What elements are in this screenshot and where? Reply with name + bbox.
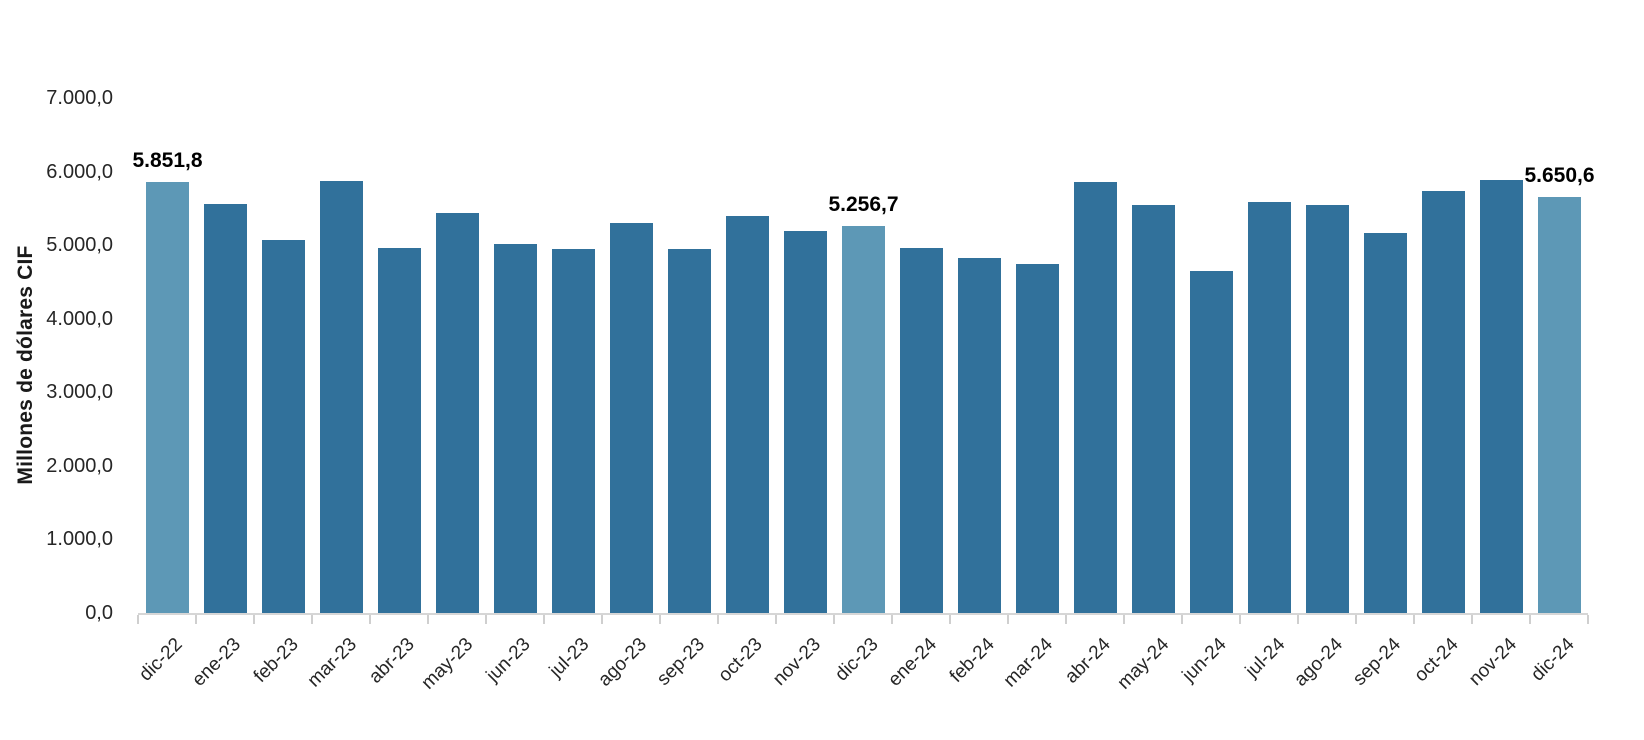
bar <box>900 248 943 613</box>
bar-data-label: 5.256,7 <box>828 193 899 216</box>
bar <box>1248 202 1291 613</box>
bar <box>668 249 711 613</box>
bar <box>262 240 305 613</box>
x-axis-tick-mark <box>427 615 429 624</box>
bar <box>1132 205 1175 613</box>
y-axis-tick-label: 4.000,0 <box>46 307 113 330</box>
x-axis-tick-mark <box>659 615 661 624</box>
x-axis-tick-mark <box>253 615 255 624</box>
x-axis-tick-mark <box>1007 615 1009 624</box>
x-axis-category-label: may-23 <box>417 634 477 694</box>
bar <box>842 226 885 613</box>
x-axis-category-label: mar-24 <box>999 634 1057 692</box>
x-axis-category-label: mar-23 <box>303 634 361 692</box>
x-axis-tick-mark <box>1239 615 1241 624</box>
y-axis-tick-label: 2.000,0 <box>46 454 113 477</box>
bar <box>1480 180 1523 613</box>
x-axis-tick-mark <box>833 615 835 624</box>
y-axis-tick-label: 3.000,0 <box>46 381 113 404</box>
y-axis-tick-label: 0,0 <box>85 602 113 624</box>
x-axis-tick-mark <box>1065 615 1067 624</box>
x-axis-category-label: may-24 <box>1113 634 1173 694</box>
x-axis-tick-mark <box>137 615 139 624</box>
x-axis-category-label: jul-23 <box>545 634 593 682</box>
x-axis-tick-mark <box>891 615 893 624</box>
x-axis-category-label: ago-24 <box>1290 634 1347 691</box>
x-axis-tick-mark <box>1587 615 1589 624</box>
x-axis-tick-mark <box>485 615 487 624</box>
x-axis-tick-mark <box>1181 615 1183 624</box>
x-axis-category-label: sep-23 <box>652 634 709 690</box>
x-axis-category-label: jun-23 <box>482 634 535 687</box>
x-axis-tick-mark <box>1297 615 1299 624</box>
x-axis-category-label: nov-23 <box>768 634 825 690</box>
bar-data-label: 5.851,8 <box>132 149 203 172</box>
bar <box>610 223 653 613</box>
x-axis-category-label: jul-24 <box>1241 634 1289 682</box>
bar <box>378 248 421 613</box>
x-axis-category-label: dic-22 <box>135 634 187 686</box>
x-axis-category-label: oct-24 <box>1410 634 1463 687</box>
bar <box>1538 197 1581 613</box>
x-axis-category-label: nov-24 <box>1464 634 1521 690</box>
x-axis-category-label: feb-23 <box>249 634 303 687</box>
bar <box>1016 264 1059 613</box>
y-axis-tick-label: 6.000,0 <box>46 160 113 183</box>
bar <box>436 213 479 613</box>
x-axis-tick-mark <box>1471 615 1473 624</box>
bar <box>552 249 595 613</box>
bar <box>1074 182 1117 613</box>
bar <box>726 216 769 613</box>
x-axis-tick-mark <box>543 615 545 624</box>
bar <box>204 204 247 613</box>
x-axis-category-label: ene-24 <box>884 634 941 691</box>
x-axis-tick-mark <box>601 615 603 624</box>
x-axis-category-label: sep-24 <box>1348 634 1405 690</box>
x-axis-category-label: dic-24 <box>1527 634 1579 686</box>
bar <box>1364 233 1407 613</box>
bar <box>320 181 363 613</box>
y-axis-tick-label: 7.000,0 <box>46 87 113 109</box>
x-axis-tick-mark <box>775 615 777 624</box>
bar <box>784 231 827 613</box>
x-axis-category-label: abr-23 <box>365 634 419 688</box>
x-axis-category-label: dic-23 <box>831 634 883 686</box>
x-axis-tick-mark <box>1413 615 1415 624</box>
x-axis-tick-mark <box>949 615 951 624</box>
x-axis-tick-mark <box>717 615 719 624</box>
bar-data-label: 5.650,6 <box>1524 164 1595 187</box>
x-axis-category-label: abr-24 <box>1061 634 1115 688</box>
y-axis-tick-label: 5.000,0 <box>46 234 113 257</box>
x-axis-tick-mark <box>369 615 371 624</box>
x-axis-category-label: ago-23 <box>594 634 651 691</box>
x-axis-tick-mark <box>1123 615 1125 624</box>
bar <box>1422 191 1465 613</box>
bar <box>958 258 1001 613</box>
y-axis-title: Millones de dólares CIF <box>14 245 37 485</box>
x-axis-category-label: oct-23 <box>714 634 767 687</box>
bar <box>494 244 537 613</box>
bar <box>146 182 189 613</box>
x-axis-tick-mark <box>1355 615 1357 624</box>
x-axis-category-label: jun-24 <box>1178 634 1231 687</box>
x-axis-category-label: feb-24 <box>945 634 999 687</box>
x-axis-tick-mark <box>195 615 197 624</box>
x-axis-tick-mark <box>311 615 313 624</box>
bar <box>1306 205 1349 613</box>
x-axis-category-label: ene-23 <box>188 634 245 691</box>
x-axis-tick-mark <box>1529 615 1531 624</box>
x-axis-line <box>138 613 1588 615</box>
bar <box>1190 271 1233 613</box>
y-axis-tick-label: 1.000,0 <box>46 528 113 551</box>
